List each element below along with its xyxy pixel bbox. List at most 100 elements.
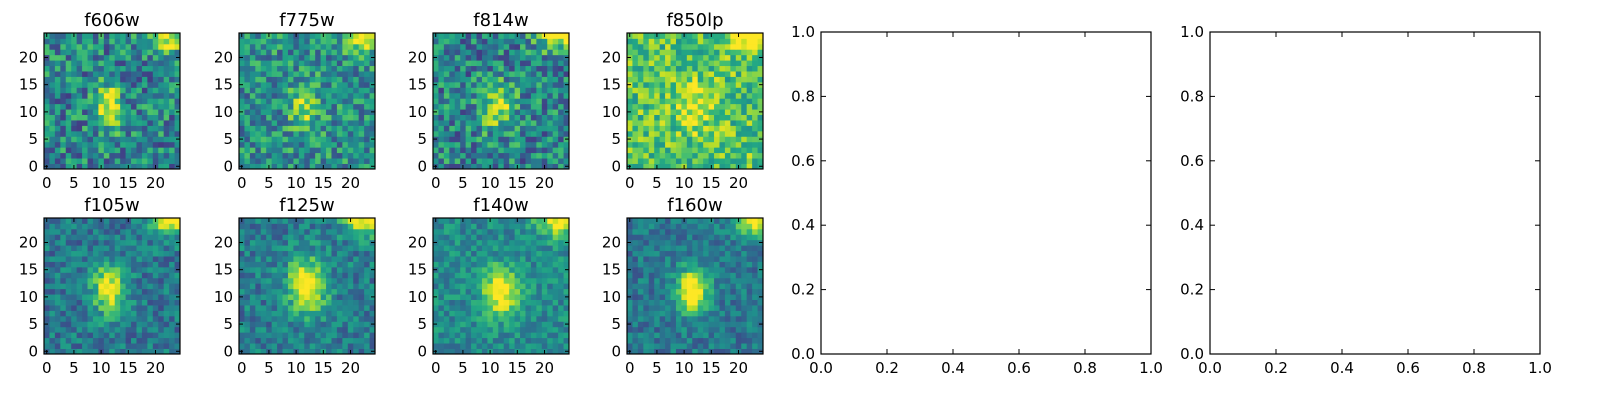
pixel-cell bbox=[563, 130, 570, 137]
pixel-cell bbox=[433, 49, 439, 56]
pixel-cell bbox=[369, 326, 376, 333]
pixel-cell bbox=[109, 49, 116, 56]
pixel-cell bbox=[320, 141, 327, 148]
pixel-cell bbox=[92, 114, 99, 121]
pixel-cell bbox=[454, 266, 461, 273]
pixel-cell bbox=[249, 239, 256, 246]
pixel-cell bbox=[98, 65, 105, 72]
pixel-cell bbox=[293, 92, 300, 99]
pixel-cell bbox=[627, 43, 633, 50]
pixel-cell bbox=[260, 348, 267, 355]
pixel-cell bbox=[336, 76, 343, 83]
pixel-cell bbox=[757, 141, 764, 148]
pixel-cell bbox=[255, 326, 262, 333]
pixel-cell bbox=[326, 136, 332, 143]
pixel-cell bbox=[131, 54, 137, 61]
pixel-cell bbox=[632, 125, 639, 132]
pixel-cell bbox=[558, 343, 564, 349]
pixel-cell bbox=[92, 136, 99, 143]
pixel-cell bbox=[520, 348, 526, 355]
pixel-cell bbox=[54, 256, 61, 262]
pixel-cell bbox=[71, 141, 78, 148]
pixel-cell bbox=[158, 343, 165, 349]
pixel-cell bbox=[498, 136, 505, 143]
pixel-cell bbox=[49, 218, 56, 224]
pixel-cell bbox=[627, 299, 633, 306]
pixel-cell bbox=[65, 283, 72, 290]
pixel-cell bbox=[331, 38, 338, 45]
pixel-cell bbox=[125, 81, 132, 88]
pixel-cell bbox=[719, 114, 726, 121]
pixel-cell bbox=[336, 152, 343, 159]
pixel-cell bbox=[60, 272, 67, 279]
pixel-cell bbox=[654, 288, 661, 295]
pixel-cell bbox=[103, 60, 110, 67]
pixel-cell bbox=[757, 158, 764, 164]
axes-frame bbox=[43, 32, 181, 170]
pixel-cell bbox=[244, 163, 251, 170]
pixel-cell bbox=[353, 326, 360, 333]
pixel-cell bbox=[757, 310, 764, 317]
pixel-cell bbox=[309, 272, 316, 279]
pixel-cell bbox=[315, 283, 321, 290]
pixel-cell bbox=[266, 321, 273, 328]
pixel-cell bbox=[541, 98, 548, 105]
pixel-cell bbox=[174, 245, 181, 252]
pixel-cell bbox=[735, 114, 742, 121]
pixel-cell bbox=[131, 272, 137, 279]
pixel-cell bbox=[309, 256, 316, 262]
pixel-cell bbox=[163, 136, 170, 143]
pixel-cell bbox=[659, 163, 666, 170]
pixel-cell bbox=[443, 272, 450, 279]
pixel-cell bbox=[131, 65, 137, 72]
pixel-cell bbox=[244, 109, 251, 115]
pixel-cell bbox=[558, 310, 564, 317]
pixel-cell bbox=[353, 277, 360, 284]
pixel-cell bbox=[277, 71, 283, 77]
pixel-cell bbox=[454, 299, 461, 306]
pixel-cell bbox=[686, 266, 693, 273]
pixel-cell bbox=[293, 152, 300, 159]
pixel-cell bbox=[282, 43, 289, 50]
pixel-cell bbox=[309, 54, 316, 61]
pixel-cell bbox=[65, 337, 72, 344]
pixel-cell bbox=[627, 141, 633, 148]
pixel-cell bbox=[293, 65, 300, 72]
pixel-cell bbox=[331, 71, 338, 77]
pixel-cell bbox=[735, 43, 742, 50]
pixel-cell bbox=[293, 315, 300, 322]
pixel-cell bbox=[255, 81, 262, 88]
pixel-cell bbox=[460, 81, 467, 88]
pixel-cell bbox=[369, 218, 376, 224]
pixel-cell bbox=[369, 310, 376, 317]
pixel-cell bbox=[76, 239, 83, 246]
pixel-cell bbox=[174, 43, 181, 50]
pixel-cell bbox=[530, 49, 537, 56]
pixel-cell bbox=[326, 163, 332, 170]
pixel-cell bbox=[503, 130, 510, 137]
pixel-cell bbox=[438, 234, 445, 241]
pixel-cell bbox=[692, 125, 699, 132]
pixel-cell bbox=[746, 152, 753, 159]
pixel-cell bbox=[255, 283, 262, 290]
pixel-cell bbox=[163, 250, 170, 257]
pixel-cell bbox=[530, 261, 537, 268]
pixel-cell bbox=[287, 136, 294, 143]
pixel-cell bbox=[443, 136, 450, 143]
pixel-cell bbox=[54, 332, 61, 339]
pixel-cell bbox=[342, 272, 349, 279]
pixel-cell bbox=[336, 283, 343, 290]
pixel-cell bbox=[752, 299, 758, 306]
pixel-cell bbox=[271, 60, 278, 67]
pixel-cell bbox=[525, 266, 532, 273]
pixel-cell bbox=[271, 299, 278, 306]
pixel-cell bbox=[438, 337, 445, 344]
pixel-cell bbox=[309, 288, 316, 295]
pixel-cell bbox=[44, 92, 50, 99]
pixel-cell bbox=[541, 256, 548, 262]
pixel-cell bbox=[76, 228, 83, 235]
pixel-cell bbox=[331, 266, 338, 273]
pixel-cell bbox=[487, 141, 494, 148]
pixel-cell bbox=[169, 147, 175, 154]
pixel-cell bbox=[277, 125, 283, 132]
